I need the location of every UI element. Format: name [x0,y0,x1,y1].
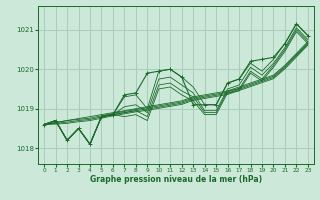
X-axis label: Graphe pression niveau de la mer (hPa): Graphe pression niveau de la mer (hPa) [90,175,262,184]
